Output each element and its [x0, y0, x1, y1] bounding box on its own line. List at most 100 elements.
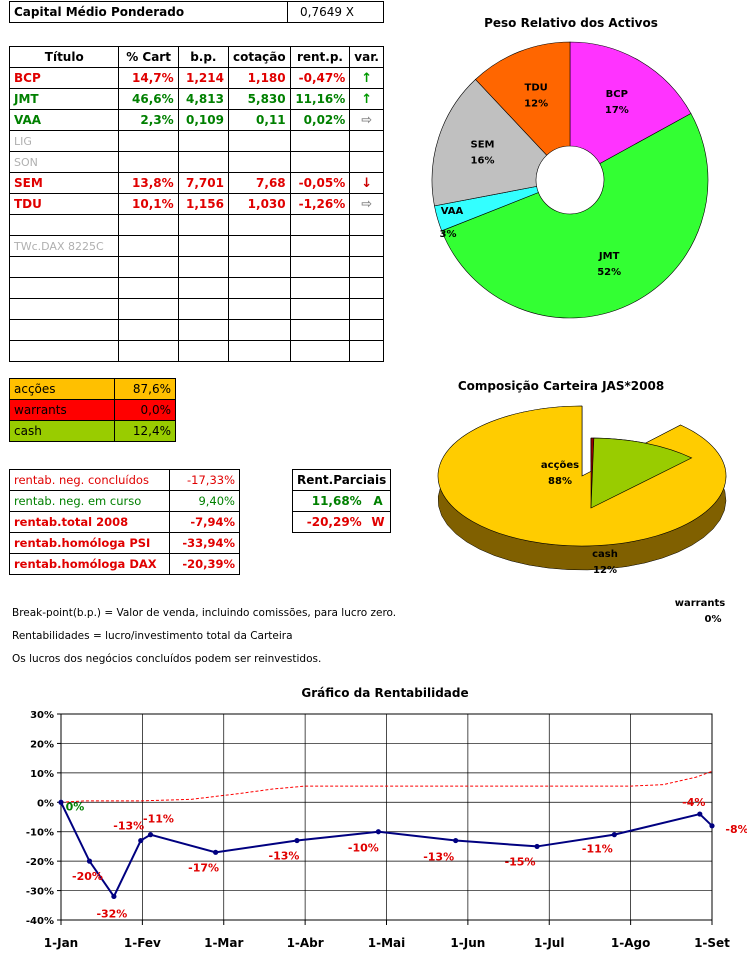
- returns-row: rentab. neg. em curso 9,40%: [9, 490, 240, 512]
- rent-cell: [289, 298, 351, 320]
- cot-cell: 7,68: [227, 172, 291, 194]
- bp-cell: [177, 298, 229, 320]
- slice-label: VAA: [441, 206, 464, 217]
- returns-row: rentab.total 2008 -7,94%: [9, 511, 240, 533]
- allocation-label: acções: [9, 378, 115, 400]
- var-cell: ⇨: [349, 193, 384, 215]
- pie-chart-peso-relativo: Peso Relativo dos Activos BCP 17% JMT 52% VA…: [431, 16, 709, 319]
- y-tick-label: -10%: [26, 828, 54, 839]
- rent-cell: [289, 130, 351, 152]
- data-label: -11%: [143, 813, 174, 826]
- cot-cell: 0,11: [227, 109, 291, 131]
- bp-cell: [177, 256, 229, 278]
- y-tick-label: 0%: [37, 798, 54, 809]
- column-header: rent.p.: [289, 46, 351, 68]
- titulo-cell: [8, 298, 120, 320]
- x-tick-label: 1-Mai: [368, 936, 405, 950]
- titulo-cell: JMT: [8, 88, 120, 110]
- var-cell: [349, 151, 384, 173]
- cart-cell: [118, 298, 179, 320]
- x-tick-label: 1-Set: [694, 936, 730, 950]
- returns-row: rentab. neg. concluídos -17,33%: [9, 469, 240, 491]
- cart-cell: [118, 130, 179, 152]
- slice-value-label: 12%: [593, 565, 617, 576]
- returns-value: -7,94%: [169, 511, 240, 533]
- partial-code-a: A: [365, 490, 392, 512]
- titulo-cell: [8, 319, 120, 341]
- data-label: -13%: [269, 850, 300, 863]
- var-cell: [349, 298, 384, 320]
- slice-label: SEM: [471, 140, 495, 151]
- allocation-row: acções 87,6%: [9, 378, 176, 400]
- table-row: [8, 340, 384, 362]
- cart-cell: 2,3%: [118, 109, 179, 131]
- arrow-up-icon: ↑: [361, 70, 373, 86]
- data-point: [534, 843, 540, 850]
- column-header: Título: [8, 46, 120, 68]
- rent-cell: [289, 256, 351, 278]
- rent-cell: [289, 151, 351, 173]
- slice-tdu: [475, 41, 571, 156]
- allocation-label: cash: [9, 420, 115, 442]
- bp-cell: 4,813: [177, 88, 229, 110]
- note-rentabilidades: Rentabilidades = lucro/investimento tota…: [12, 630, 293, 642]
- data-point: [111, 893, 117, 900]
- capital-table: Capital Médio Ponderado 0,7649 X: [9, 1, 384, 23]
- bp-cell: [177, 277, 229, 299]
- titulo-cell: SON: [8, 151, 120, 173]
- var-cell: ↑: [349, 88, 384, 110]
- cart-cell: 14,7%: [118, 67, 179, 89]
- table-row: JMT 46,6% 4,813 5,830 11,16% ↑: [8, 88, 384, 110]
- plot-area: [60, 713, 713, 921]
- x-tick-label: 1-Mar: [204, 936, 243, 950]
- chart-title: Gráfico da Rentabilidade: [301, 686, 468, 700]
- bp-cell: 1,156: [177, 193, 229, 215]
- allocation-label: warrants: [9, 399, 115, 421]
- slice-value-label: 3%: [440, 229, 457, 240]
- benchmark-line: [60, 770, 713, 803]
- returns-value: -17,33%: [169, 469, 240, 491]
- arrow-up-icon: ↑: [361, 91, 373, 107]
- returns-label: rentab.homóloga PSI: [9, 532, 170, 554]
- data-point: [294, 837, 300, 844]
- var-cell: [349, 319, 384, 341]
- column-header: cotação: [227, 46, 291, 68]
- var-cell: ↓: [349, 172, 384, 194]
- titulo-cell: TWc.DAX 8225C: [8, 235, 120, 257]
- data-label: -32%: [96, 907, 127, 920]
- cot-cell: [227, 235, 291, 257]
- slice-bcp: [569, 41, 692, 165]
- returns-value: -33,94%: [169, 532, 240, 554]
- note-lucros: Os lucros dos negócios concluídos podem …: [12, 653, 322, 665]
- rent-cell: [289, 319, 351, 341]
- rent-cell: [289, 235, 351, 257]
- table-row: [8, 277, 384, 299]
- titulo-cell: LIG: [8, 130, 120, 152]
- data-label: -10%: [348, 842, 379, 855]
- data-label: -13%: [423, 851, 454, 864]
- cot-cell: [227, 277, 291, 299]
- titulo-cell: BCP: [8, 67, 120, 89]
- cart-cell: [118, 256, 179, 278]
- table-row: [8, 214, 384, 236]
- column-header: var.: [349, 46, 384, 68]
- slice-value-label: 52%: [597, 267, 621, 278]
- cart-cell: 13,8%: [118, 172, 179, 194]
- chart-title: Composição Carteira JAS*2008: [458, 379, 664, 393]
- x-tick-label: 1-Jan: [44, 936, 78, 950]
- cot-cell: [227, 298, 291, 320]
- titulo-cell: TDU: [8, 193, 120, 215]
- x-tick-label: 1-Abr: [287, 936, 324, 950]
- x-tick-label: 1-Jul: [534, 936, 564, 950]
- table-row: SEM 13,8% 7,701 7,68 -0,05% ↓: [8, 172, 384, 194]
- slice-value-label: 0%: [705, 614, 722, 625]
- partial-returns-table: Rent.Parciais 11,68% A -20,29% W: [291, 469, 392, 533]
- x-tick-label: 1-Ago: [611, 936, 650, 950]
- bp-cell: [177, 214, 229, 236]
- allocation-table: acções 87,6% warrants 0,0% cash 12,4%: [9, 378, 176, 442]
- returns-table: rentab. neg. concluídos -17,33% rentab. ne…: [9, 469, 240, 575]
- rent-cell: -0,47%: [289, 67, 351, 89]
- data-label: -11%: [582, 843, 613, 856]
- returns-value: -20,39%: [169, 553, 240, 575]
- allocation-row: warrants 0,0%: [9, 399, 176, 421]
